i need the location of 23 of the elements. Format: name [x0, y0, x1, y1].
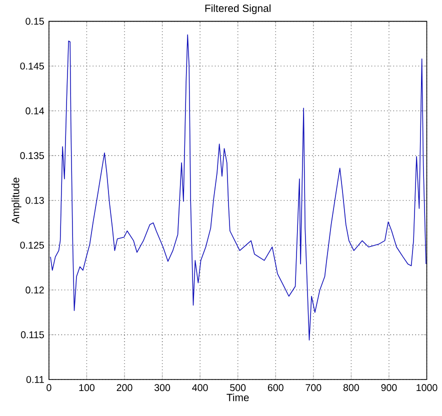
x-tick-label: 200	[116, 384, 132, 392]
x-tick-label: 700	[306, 384, 322, 392]
y-axis-title: Amplitude	[12, 178, 22, 224]
x-tick-label: 500	[230, 384, 246, 392]
y-tick-label: 0.12	[26, 286, 44, 294]
x-axis-title: Time	[226, 394, 249, 402]
y-tick-label: 0.115	[20, 331, 44, 338]
x-tick-label: 900	[381, 384, 397, 392]
y-tick-label: 0.135	[20, 152, 44, 160]
y-tick-label: 0.11	[26, 376, 44, 384]
x-tick-label: 100	[79, 384, 94, 392]
chart-title: Filtered Signal	[205, 4, 270, 14]
y-tick-label: 0.13	[26, 197, 44, 204]
y-tick-label: 0.14	[26, 108, 44, 114]
x-tick-label: 800	[343, 384, 359, 392]
y-tick-label: 0.125	[20, 242, 44, 249]
x-tick-label: 600	[268, 384, 284, 392]
x-tick-label: 400	[192, 384, 208, 392]
x-tick-label: 1000	[416, 384, 438, 392]
x-tick-label: 300	[154, 384, 170, 392]
y-tick-label: 0.145	[20, 62, 44, 70]
y-tick-label: 0.15	[26, 18, 44, 25]
x-tick-label: 0	[46, 384, 52, 392]
